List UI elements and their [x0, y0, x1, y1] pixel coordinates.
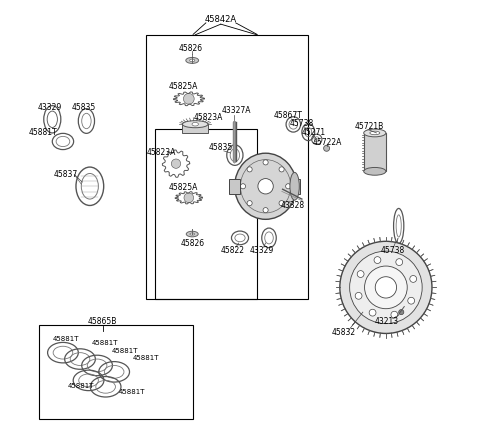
- Circle shape: [340, 241, 432, 333]
- Bar: [229, 178, 240, 194]
- Text: 45826: 45826: [180, 238, 204, 247]
- Circle shape: [247, 167, 252, 172]
- Circle shape: [184, 193, 193, 202]
- Text: 45881T: 45881T: [52, 336, 79, 342]
- Text: 45721B: 45721B: [354, 122, 384, 131]
- Text: 45881T: 45881T: [92, 340, 118, 346]
- Text: 45738: 45738: [381, 246, 405, 255]
- Ellipse shape: [364, 129, 386, 137]
- Ellipse shape: [190, 59, 195, 62]
- Text: 45722A: 45722A: [312, 138, 342, 147]
- Text: 45835: 45835: [72, 103, 96, 112]
- Circle shape: [286, 184, 291, 189]
- Circle shape: [279, 201, 284, 206]
- Ellipse shape: [192, 122, 198, 126]
- Text: 43328: 43328: [281, 201, 305, 210]
- Text: 45835: 45835: [209, 143, 233, 152]
- Circle shape: [279, 167, 284, 172]
- Text: 43329: 43329: [38, 103, 62, 112]
- Circle shape: [349, 251, 422, 324]
- Circle shape: [391, 311, 398, 318]
- Text: 45865B: 45865B: [88, 317, 117, 326]
- Circle shape: [374, 257, 381, 264]
- Text: 45271: 45271: [301, 128, 325, 137]
- Text: 45881T: 45881T: [29, 128, 57, 137]
- Text: 45832: 45832: [331, 328, 355, 337]
- Text: 45881T: 45881T: [67, 383, 94, 389]
- Ellipse shape: [182, 121, 208, 128]
- Circle shape: [258, 178, 273, 194]
- Circle shape: [410, 276, 417, 282]
- Text: 45822: 45822: [220, 246, 244, 255]
- Circle shape: [365, 266, 407, 309]
- Text: 45837: 45837: [54, 170, 78, 179]
- Circle shape: [375, 277, 396, 298]
- Circle shape: [183, 93, 194, 104]
- Bar: [364, 133, 386, 171]
- Circle shape: [171, 159, 180, 168]
- Bar: [146, 35, 308, 299]
- Text: 43213: 43213: [375, 317, 399, 326]
- Ellipse shape: [370, 131, 380, 135]
- Text: 45823A: 45823A: [146, 148, 176, 157]
- Circle shape: [324, 146, 330, 151]
- Text: 45881T: 45881T: [132, 355, 159, 361]
- Text: 45881T: 45881T: [119, 389, 145, 395]
- Circle shape: [399, 309, 404, 315]
- Ellipse shape: [290, 172, 300, 200]
- Circle shape: [357, 270, 364, 277]
- Circle shape: [247, 201, 252, 206]
- Circle shape: [408, 297, 415, 304]
- Circle shape: [263, 208, 268, 213]
- Text: 45826: 45826: [179, 44, 203, 53]
- Text: 45825A: 45825A: [169, 81, 198, 90]
- Text: 43327A: 43327A: [222, 106, 252, 115]
- Circle shape: [240, 184, 246, 189]
- Ellipse shape: [235, 153, 297, 219]
- Ellipse shape: [186, 57, 199, 63]
- Text: 45825A: 45825A: [168, 183, 198, 192]
- Text: 45881T: 45881T: [112, 348, 139, 354]
- Text: 45823A: 45823A: [193, 113, 223, 122]
- Ellipse shape: [186, 231, 198, 237]
- Circle shape: [263, 160, 268, 165]
- Ellipse shape: [190, 233, 194, 235]
- Text: 45867T: 45867T: [274, 111, 303, 120]
- Bar: [39, 325, 193, 419]
- Bar: [155, 129, 257, 299]
- Circle shape: [396, 259, 403, 265]
- Circle shape: [369, 309, 376, 316]
- Text: 45738: 45738: [290, 119, 314, 128]
- Bar: [291, 178, 300, 194]
- Bar: [182, 124, 208, 133]
- Text: 45842A: 45842A: [205, 15, 237, 24]
- Text: 43329: 43329: [249, 246, 274, 255]
- Ellipse shape: [364, 167, 386, 175]
- Circle shape: [355, 292, 362, 299]
